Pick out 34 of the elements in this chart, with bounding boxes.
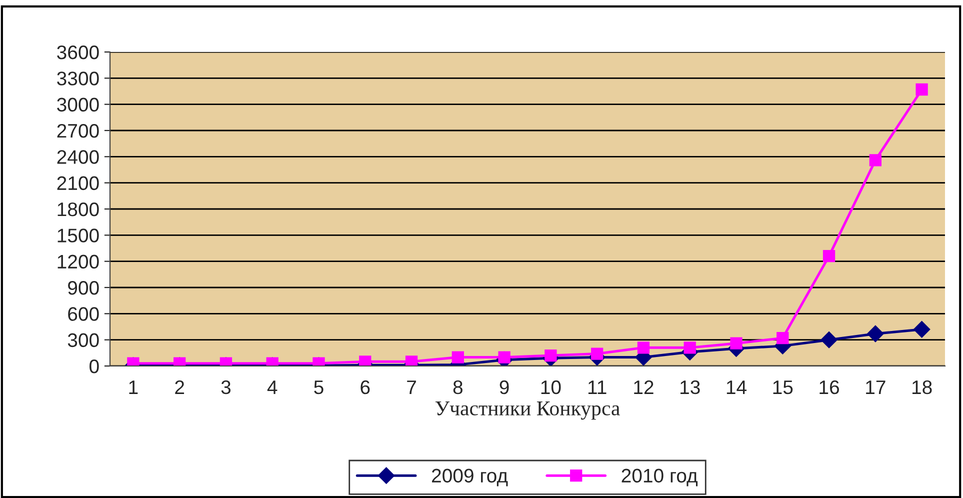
x-tick-label: 16 (820, 380, 839, 394)
y-tick-label: 1500 (58, 228, 99, 242)
x-tick-label: 12 (634, 380, 654, 394)
y-tick-label: 2700 (57, 124, 99, 138)
y-tick-label: 900 (68, 280, 99, 295)
x-tick-label: 10 (541, 380, 561, 394)
x-tick-label: 13 (680, 380, 700, 394)
x-tick-label: 14 (726, 380, 746, 394)
y-tick-label: 1800 (58, 202, 99, 216)
x-tick-label: 4 (267, 380, 278, 394)
legend-label: 2009 год (432, 468, 508, 486)
x-tick-label: 3 (221, 380, 231, 394)
y-tick-label: 1200 (58, 254, 99, 269)
x-tick-label: 5 (314, 380, 324, 394)
x-tick-label: 7 (407, 380, 416, 394)
x-tick-label: 1 (129, 380, 138, 394)
x-tick-label: 6 (360, 380, 370, 394)
y-tick-label: 2400 (57, 150, 99, 164)
x-tick-label: 17 (866, 380, 886, 394)
y-tick-label: 2100 (57, 176, 99, 190)
x-tick-label: 18 (912, 380, 932, 394)
y-tick-label: 0 (90, 359, 99, 374)
x-axis-title: Участники Конкурса (435, 402, 620, 420)
y-tick-label: 3000 (57, 98, 99, 112)
y-tick-label: 3300 (57, 72, 99, 86)
x-tick-label: 8 (453, 380, 462, 394)
y-tick-label: 600 (68, 307, 99, 321)
x-tick-label: 9 (500, 380, 509, 394)
x-tick-label: 2 (175, 380, 184, 394)
x-tick-label: 11 (588, 380, 606, 394)
y-tick-label: 300 (68, 333, 99, 348)
y-tick-label: 3600 (57, 45, 99, 60)
x-tick-label: 15 (773, 380, 793, 394)
legend-label: 2010 год (622, 468, 698, 486)
